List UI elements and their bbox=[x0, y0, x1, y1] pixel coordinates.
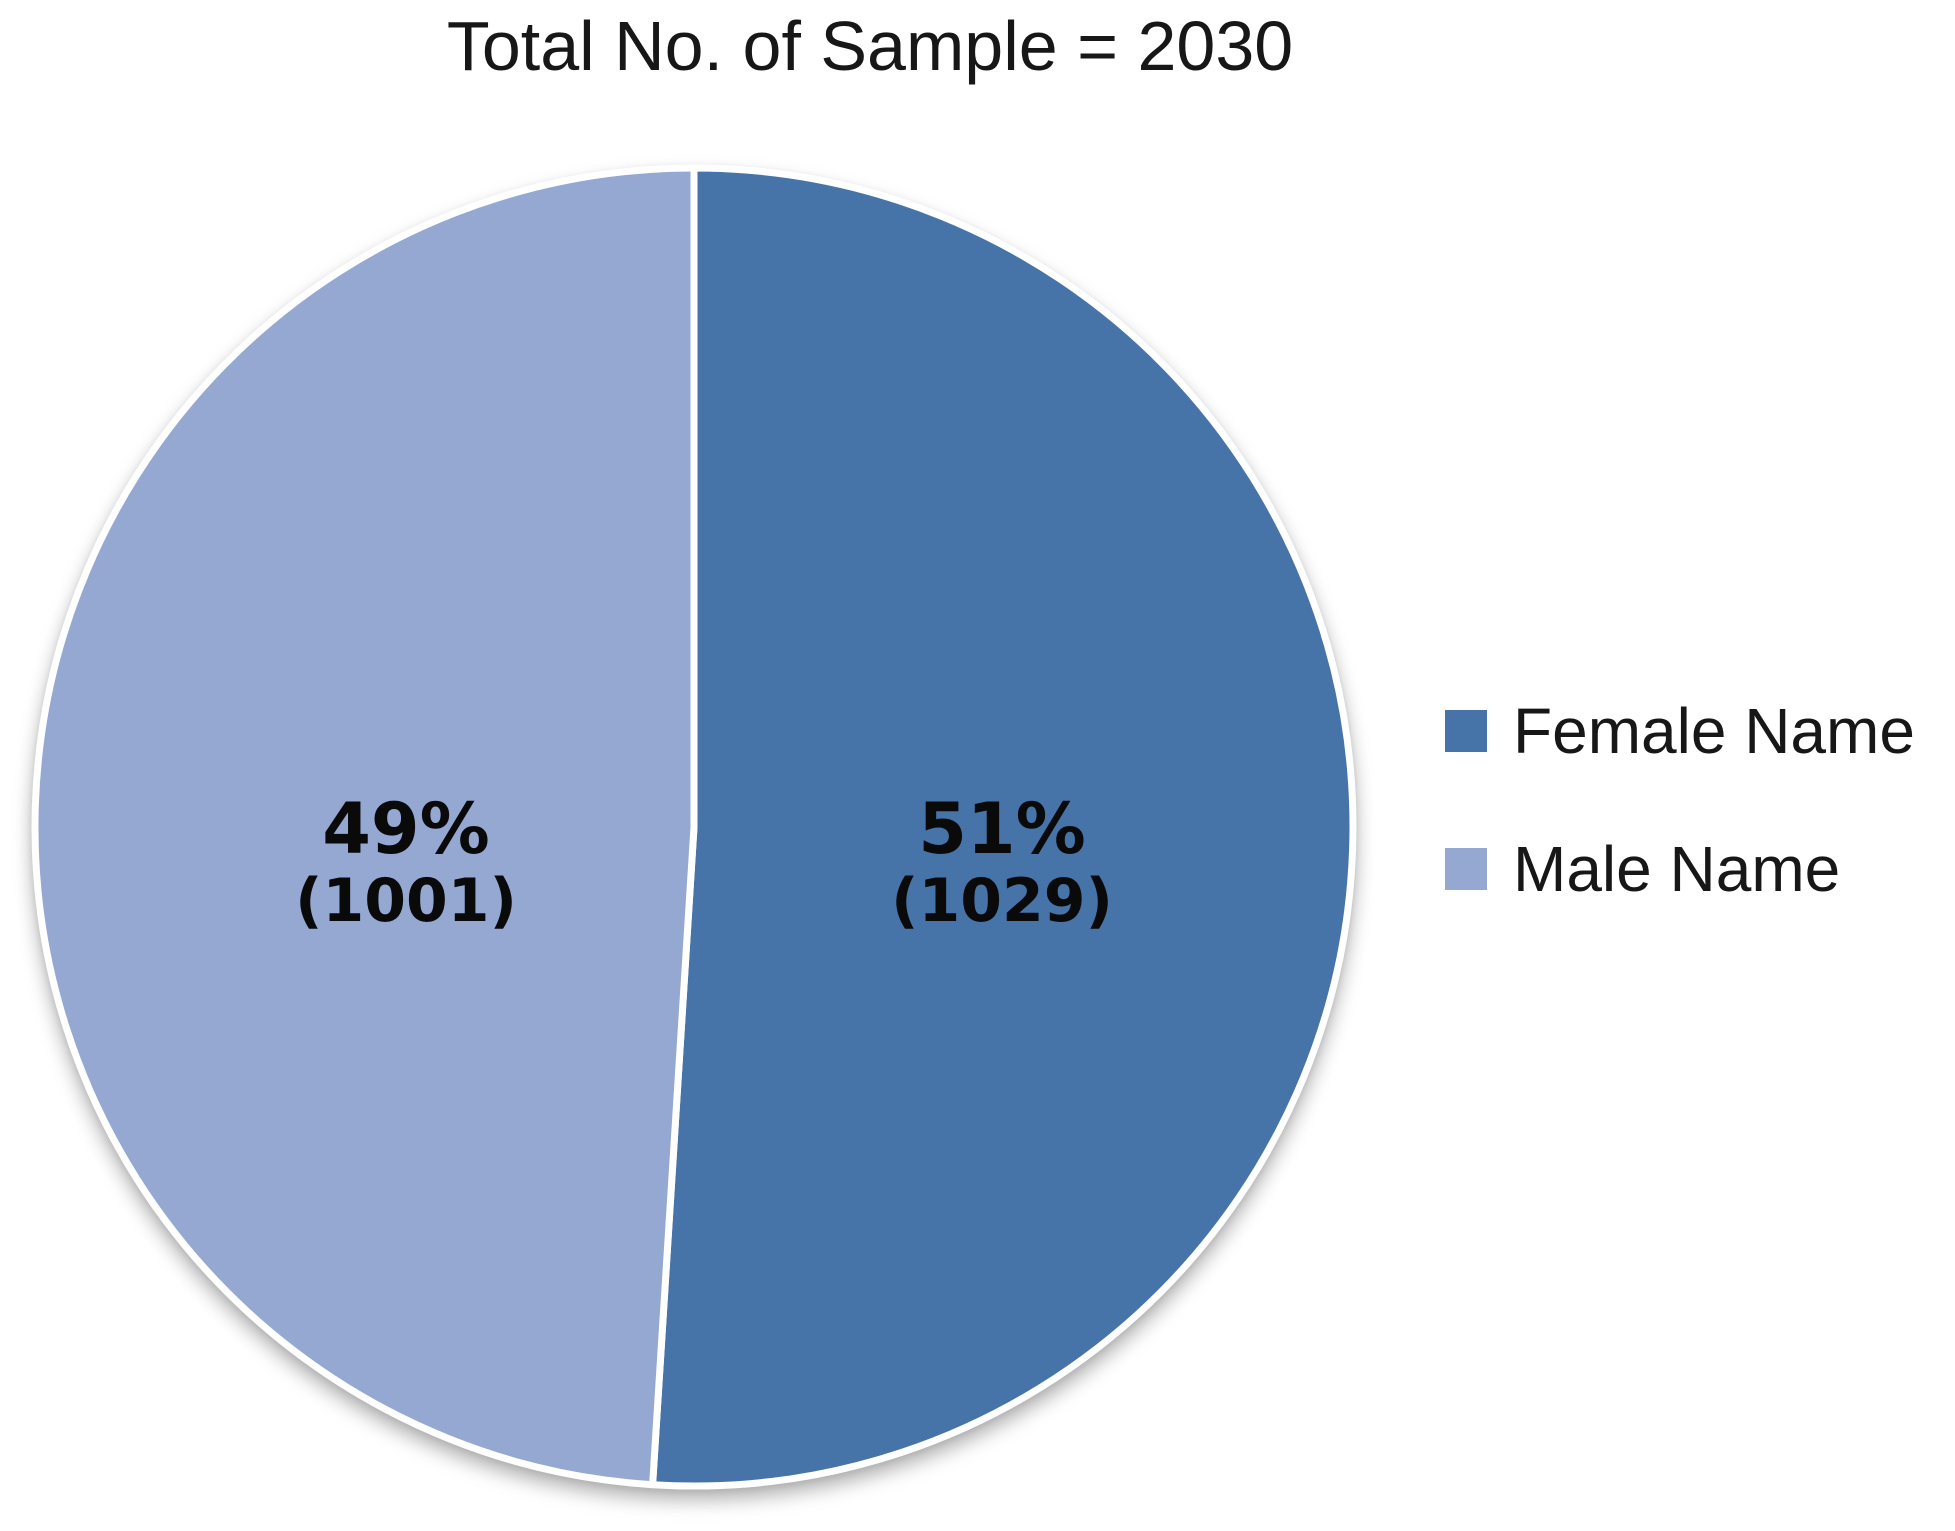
legend-swatch bbox=[1445, 848, 1487, 890]
legend-label-male: Male Name bbox=[1513, 833, 1841, 905]
chart-title: Total No. of Sample = 2030 bbox=[446, 7, 1294, 85]
slice-percent-male: 49% bbox=[322, 787, 490, 870]
slice-percent-female: 51% bbox=[918, 787, 1086, 870]
slice-label-male: 49% (1001) bbox=[295, 787, 517, 936]
legend-item-female: Female Name bbox=[1445, 695, 1915, 767]
slice-count-male: (1001) bbox=[295, 865, 517, 936]
slice-count-female: (1029) bbox=[891, 865, 1113, 936]
legend: Female Name Male Name bbox=[1445, 695, 1915, 905]
legend-item-male: Male Name bbox=[1445, 833, 1915, 905]
pie-slice-female-name bbox=[649, 164, 1357, 1490]
pie-slices bbox=[31, 164, 1357, 1490]
slice-label-female: 51% (1029) bbox=[891, 787, 1113, 936]
legend-swatch bbox=[1445, 710, 1487, 752]
pie-slice-male-name bbox=[31, 164, 698, 1489]
legend-label-female: Female Name bbox=[1513, 695, 1915, 767]
